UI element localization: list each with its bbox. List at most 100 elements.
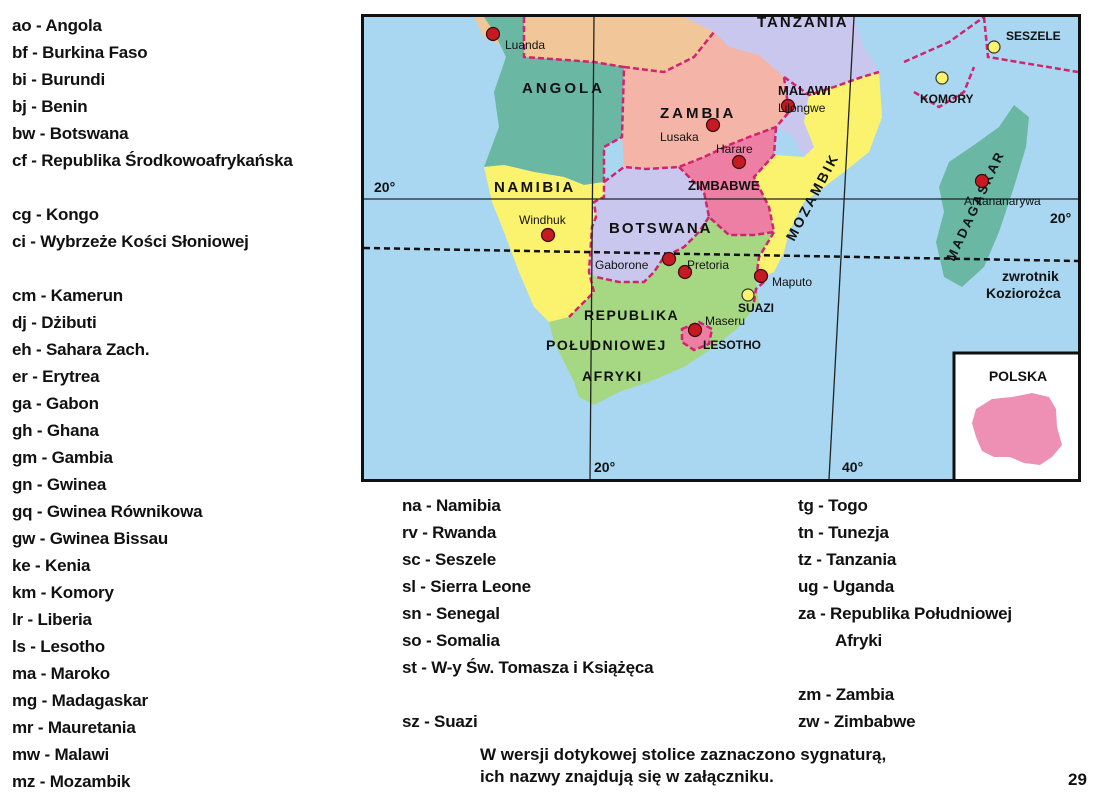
legend-entry: ma - Maroko	[12, 664, 110, 683]
legend-entry: dj - Dżibuti	[12, 313, 97, 332]
touch-version-note: W wersji dotykowej stolice zaznaczono sy…	[480, 744, 1000, 788]
label-seszele: SESZELE	[1006, 29, 1061, 43]
tropic-label-line1: zwrotnik	[1002, 268, 1059, 284]
label-namibia: NAMIBIA	[494, 179, 576, 196]
country-code-legend-left: ao - Angola bf - Burkina Faso bi - Burundi…	[12, 12, 293, 795]
country-code-legend-middle: na - Namibia rv - Rwanda sc - Seszele sl - …	[402, 492, 654, 735]
legend-entry: bj - Benin	[12, 97, 88, 116]
label-angola: ANGOLA	[522, 80, 605, 97]
legend-entry: cm - Kamerun	[12, 286, 123, 305]
capital-dot-maseru	[687, 322, 703, 338]
legend-entry: ke - Kenia	[12, 556, 91, 575]
country-rpa	[549, 217, 774, 405]
legend-spacer	[402, 681, 653, 708]
label-rpa-line2: POŁUDNIOWEJ	[546, 337, 667, 353]
legend-entry: mg - Madagaskar	[12, 691, 148, 710]
legend-entry: st - W-y Św. Tomasza i Książęca	[402, 658, 654, 677]
country-zambia	[622, 32, 789, 169]
capital-names: Luanda Lusaka Lilongwe Harare Windhuk Ga…	[505, 38, 1041, 328]
label-komory: KOMORY	[920, 92, 974, 106]
inset-title: POLSKA	[989, 368, 1047, 384]
label-botswana: BOTSWANA	[609, 220, 713, 237]
country-madagaskar	[936, 105, 1029, 287]
legend-spacer	[12, 174, 293, 201]
legend-entry: gw - Gwinea Bissau	[12, 529, 169, 548]
capital-name-luanda: Luanda	[505, 38, 545, 52]
komory-marker	[935, 71, 949, 85]
legend-entry: bw - Botswana	[12, 124, 129, 143]
legend-spacer	[798, 654, 1012, 681]
capital-dot-gaborone	[661, 251, 677, 267]
label-malawi: MALAWI	[778, 83, 831, 98]
label-suazi: SUAZI	[738, 301, 774, 315]
capital-dot-maputo	[753, 268, 769, 284]
southern-africa-map: TANZANIA ANGOLA ZAMBIA MALAWI NAMIBIA ZI…	[361, 14, 1081, 482]
legend-entry: za - Republika Południowej	[798, 604, 1012, 623]
capital-dot-harare	[731, 154, 747, 170]
capital-dot-pretoria	[677, 264, 693, 280]
country-malawi	[776, 77, 814, 157]
graticule	[364, 17, 1078, 479]
lat-label-right: 20°	[1050, 210, 1071, 226]
lat-label-left: 20°	[374, 179, 395, 195]
legend-entry: na - Namibia	[402, 496, 501, 515]
legend-entry: rv - Rwanda	[402, 523, 497, 542]
legend-entry: zm - Zambia	[798, 685, 895, 704]
legend-entry: ci - Wybrzeże Kości Słoniowej	[12, 232, 249, 251]
legend-entry: sl - Sierra Leone	[402, 577, 531, 596]
suazi-marker	[741, 288, 755, 302]
capital-name-lusaka: Lusaka	[660, 130, 699, 144]
legend-entry: ao - Angola	[12, 16, 102, 35]
capital-dot-luanda	[485, 26, 501, 42]
label-rpa-line3: AFRYKI	[582, 368, 643, 384]
capital-name-maputo: Maputo	[772, 275, 812, 289]
legend-entry: tz - Tanzania	[798, 550, 897, 569]
note-line-1: W wersji dotykowej stolice zaznaczono sy…	[480, 745, 887, 764]
capital-name-pretoria: Pretoria	[687, 258, 729, 272]
tropic-of-capricorn-line	[364, 246, 1078, 263]
capital-markers	[485, 26, 990, 338]
capital-dot-lilongwe	[780, 98, 796, 114]
legend-entry: mr - Mauretania	[12, 718, 136, 737]
legend-entry: tn - Tunezja	[798, 523, 889, 542]
poland-inset: POLSKA	[952, 351, 1078, 479]
country-borders	[522, 17, 1078, 352]
legend-entry: sz - Suazi	[402, 712, 478, 731]
legend-entry: cg - Kongo	[12, 205, 99, 224]
capital-name-antananarywa: Antananarywa	[964, 194, 1041, 208]
poland-shape	[972, 393, 1062, 465]
legend-entry: so - Somalia	[402, 631, 500, 650]
legend-entry: lr - Liberia	[12, 610, 92, 629]
country-zimbabwe	[679, 127, 776, 235]
label-zambia: ZAMBIA	[660, 105, 736, 122]
note-line-2: ich nazwy znajdują się w załączniku.	[480, 767, 774, 786]
capital-dot-windhuk	[540, 227, 556, 243]
label-zimbabwe: ZIMBABWE	[688, 178, 760, 193]
legend-entry: ga - Gabon	[12, 394, 99, 413]
legend-entry: ls - Lesotho	[12, 637, 105, 656]
page-number: 29	[1068, 770, 1087, 789]
legend-entry: bi - Burundi	[12, 70, 105, 89]
legend-entry: gn - Gwinea	[12, 475, 107, 494]
capital-dot-lusaka	[705, 117, 721, 133]
label-lesotho: LESOTHO	[703, 338, 761, 352]
capital-name-windhuk: Windhuk	[519, 213, 567, 227]
lon-label-20: 20°	[594, 459, 615, 475]
label-tanzania: TANZANIA	[757, 17, 849, 31]
capital-name-lilongwe: Lilongwe	[778, 101, 826, 115]
label-rpa-line1: REPUBLIKA	[584, 307, 679, 323]
legend-entry: gh - Ghana	[12, 421, 99, 440]
lon-label-40: 40°	[842, 459, 863, 475]
legend-entry: km - Komory	[12, 583, 114, 602]
legend-entry: zw - Zimbabwe	[798, 712, 916, 731]
legend-entry: sc - Seszele	[402, 550, 496, 569]
legend-entry: er - Erytrea	[12, 367, 100, 386]
legend-entry: Afryki	[835, 631, 882, 650]
legend-entry: cf - Republika Środkowoafrykańska	[12, 151, 293, 170]
legend-entry: mw - Malawi	[12, 745, 109, 764]
legend-entry: bf - Burkina Faso	[12, 43, 148, 62]
country-angola	[484, 17, 624, 185]
country-code-legend-right: tg - Togo tn - Tunezja tz - Tanzania ug - U…	[798, 492, 1012, 735]
capital-name-harare: Harare	[716, 142, 753, 156]
tropic-label-line2: Koziorożca	[986, 285, 1061, 301]
